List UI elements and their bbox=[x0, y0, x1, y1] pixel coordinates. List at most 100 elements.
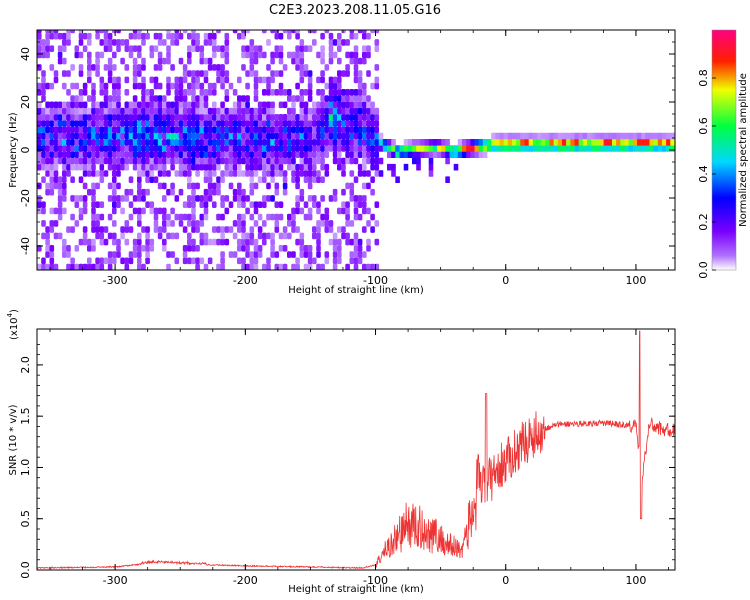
heatmap-cell bbox=[278, 245, 284, 252]
heatmap-cell bbox=[45, 238, 50, 246]
heatmap-cell bbox=[137, 51, 142, 59]
heatmap-cell bbox=[128, 132, 134, 140]
heatmap-cell bbox=[216, 120, 221, 127]
heatmap-cell bbox=[353, 238, 359, 246]
heatmap-cell bbox=[103, 170, 109, 177]
heatmap-cell bbox=[299, 114, 305, 121]
heatmap-cell bbox=[370, 114, 375, 121]
heatmap-cell bbox=[378, 170, 384, 177]
heatmap-cell bbox=[91, 238, 96, 246]
heatmap-cell bbox=[270, 232, 275, 240]
heatmap-cell bbox=[270, 176, 275, 183]
heatmap-cell bbox=[216, 151, 221, 158]
heatmap-cell bbox=[278, 82, 284, 90]
heatmap-cell bbox=[366, 101, 371, 109]
heatmap-cell bbox=[278, 32, 284, 40]
heatmap-cell bbox=[237, 139, 242, 146]
heatmap-cell bbox=[349, 120, 355, 127]
heatmap-cell bbox=[49, 132, 55, 140]
heatmap-cell bbox=[120, 39, 125, 46]
x-tick-label: -300 bbox=[103, 274, 128, 287]
heatmap-cell bbox=[116, 82, 121, 90]
heatmap-cell bbox=[362, 126, 367, 134]
heatmap-cell bbox=[166, 132, 171, 140]
heatmap-cell bbox=[70, 145, 75, 152]
heatmap-cell bbox=[120, 163, 125, 171]
heatmap-cell bbox=[120, 126, 125, 134]
heatmap-cell bbox=[95, 182, 100, 190]
heatmap-cell bbox=[312, 30, 317, 34]
heatmap-cell bbox=[99, 157, 105, 165]
heatmap-cell bbox=[328, 95, 334, 102]
heatmap-cell bbox=[516, 145, 521, 152]
heatmap-cell bbox=[324, 257, 330, 265]
heatmap-cell bbox=[174, 195, 180, 202]
heatmap-cell bbox=[278, 132, 284, 140]
heatmap-cell bbox=[70, 151, 75, 158]
heatmap-cell bbox=[103, 139, 109, 146]
heatmap-cell bbox=[266, 257, 271, 265]
heatmap-cell bbox=[382, 139, 388, 146]
heatmap-cell bbox=[128, 139, 134, 146]
heatmap-cell bbox=[345, 51, 350, 59]
heatmap-cell bbox=[153, 107, 159, 115]
heatmap-cell bbox=[207, 151, 213, 158]
heatmap-cell bbox=[141, 64, 146, 71]
heatmap-cell bbox=[220, 82, 225, 90]
heatmap-cell bbox=[282, 157, 288, 165]
heatmap-cell bbox=[332, 107, 338, 115]
heatmap-cell bbox=[249, 257, 255, 265]
heatmap-cell bbox=[149, 95, 155, 102]
heatmap-cell bbox=[241, 195, 246, 202]
heatmap-cell bbox=[316, 245, 321, 252]
heatmap-cell bbox=[628, 132, 634, 140]
heatmap-cell bbox=[353, 101, 359, 109]
heatmap-cell bbox=[357, 89, 363, 96]
bottom-y-ticks: 0.00.51.01.52.0 bbox=[19, 343, 675, 579]
heatmap-cell bbox=[87, 64, 92, 71]
heatmap-cell bbox=[249, 51, 255, 59]
heatmap-cell bbox=[170, 39, 175, 46]
heatmap-cell bbox=[45, 157, 50, 165]
heatmap-cell bbox=[345, 151, 350, 158]
heatmap-cell bbox=[228, 226, 234, 233]
heatmap-cell bbox=[262, 238, 267, 246]
heatmap-cell bbox=[149, 176, 155, 183]
heatmap-cell bbox=[191, 120, 196, 127]
heatmap-cell bbox=[353, 232, 359, 240]
heatmap-cell bbox=[307, 195, 313, 202]
heatmap-cell bbox=[320, 139, 325, 146]
heatmap-cell bbox=[132, 114, 138, 121]
heatmap-cell bbox=[266, 263, 271, 270]
heatmap-cell bbox=[357, 163, 363, 171]
heatmap-cell bbox=[362, 195, 367, 202]
heatmap-cell bbox=[262, 145, 267, 152]
heatmap-cell bbox=[70, 257, 75, 265]
heatmap-cell bbox=[145, 151, 150, 158]
heatmap-cell bbox=[157, 207, 163, 215]
heatmap-cell bbox=[191, 207, 196, 215]
heatmap-cell bbox=[374, 151, 380, 158]
heatmap-cell bbox=[353, 57, 359, 65]
heatmap-cell bbox=[487, 139, 492, 146]
heatmap-cell bbox=[357, 76, 363, 84]
heatmap-cell bbox=[199, 145, 205, 152]
heatmap-cell bbox=[366, 126, 371, 134]
heatmap-cell bbox=[195, 195, 200, 202]
heatmap-cell bbox=[132, 120, 138, 127]
heatmap-cell bbox=[99, 101, 105, 109]
heatmap-cell bbox=[207, 188, 213, 196]
heatmap-cell bbox=[187, 232, 192, 240]
heatmap-cell bbox=[257, 176, 263, 183]
heatmap-cell bbox=[182, 76, 188, 84]
heatmap-cell bbox=[528, 139, 534, 146]
heatmap-cell bbox=[232, 132, 238, 140]
x-tick-label: 0 bbox=[502, 574, 509, 587]
heatmap-cell bbox=[145, 114, 150, 121]
heatmap-cell bbox=[253, 107, 259, 115]
heatmap-cell bbox=[116, 163, 121, 171]
heatmap-cell bbox=[282, 64, 288, 71]
heatmap-cell bbox=[78, 163, 84, 171]
heatmap-cell bbox=[212, 107, 217, 115]
heatmap-cell bbox=[124, 145, 130, 152]
